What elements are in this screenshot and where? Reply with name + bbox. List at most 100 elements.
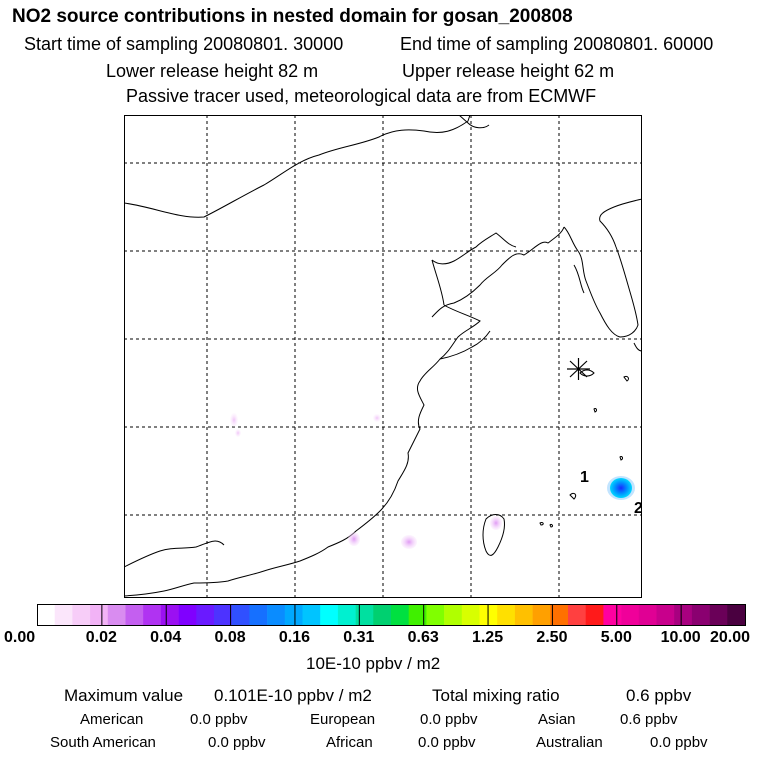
colorbar-swatch: [160, 604, 179, 626]
page-title: NO2 source contributions in nested domai…: [12, 6, 573, 27]
map-frame: [124, 115, 642, 598]
island-small: [623, 376, 629, 382]
colorbar-swatch: [178, 604, 197, 626]
total-mixing-label: Total mixing ratio: [432, 686, 560, 705]
plume-spot: [373, 414, 381, 422]
border-northeast: [458, 115, 490, 129]
island-jeju: [579, 369, 595, 377]
island-taiwan: [482, 514, 505, 556]
colorbar: [37, 604, 746, 631]
colorbar-swatch: [391, 604, 409, 626]
island-small: [569, 492, 577, 500]
max-value: 0.101E-10 ppbv / m2: [214, 686, 372, 705]
colorbar-frame: [37, 604, 746, 626]
colorbar-swatch: [320, 604, 339, 626]
region-name: South American: [50, 734, 156, 751]
colorbar-swatch: [691, 604, 710, 626]
release-upper: Upper release height 62 m: [402, 61, 615, 81]
coast-bohai-west: [431, 259, 445, 306]
map-canvas: 1 2: [124, 115, 642, 598]
colorbar-swatch: [408, 604, 427, 626]
colorbar-swatch: [37, 604, 55, 626]
coast-korea-west-detail: [573, 264, 585, 294]
colorbar-tick-label: 0.08: [214, 629, 246, 646]
colorbar-swatch: [54, 604, 73, 626]
release-lower: Lower release height 82 m: [106, 61, 319, 81]
island-small: [619, 455, 624, 461]
colorbar-tick-label: 20.00: [710, 629, 751, 646]
colorbar-swatch: [90, 604, 109, 626]
plume-spot: [235, 429, 241, 437]
colorbar-swatch: [568, 604, 586, 626]
colorbar-swatch: [284, 604, 303, 626]
colorbar-swatch: [638, 604, 657, 626]
colorbar-swatch: [143, 604, 162, 626]
colorbar-tick-label: 0.63: [407, 629, 439, 646]
region-value: 0.0 ppbv: [420, 711, 478, 728]
colorbar-swatch: [302, 604, 321, 626]
map-label-2: 2: [634, 500, 642, 517]
region-value: 0.0 ppbv: [650, 734, 708, 751]
colorbar-swatch: [107, 604, 126, 626]
coast-shandong: [439, 330, 491, 360]
tracer-note: Passive tracer used, meteorological data…: [126, 86, 597, 106]
plume-spot: [490, 516, 502, 530]
colorbar-swatch: [267, 604, 286, 626]
colorbar-tick-label: 2.50: [536, 629, 568, 646]
colorbar-swatch: [249, 604, 268, 626]
sampling-end: End time of sampling 20080801. 60000: [400, 34, 714, 54]
colorbar-swatch: [497, 604, 516, 626]
colorbar-swatch: [214, 604, 232, 626]
colorbar-unit: 10E-10 ppbv / m2: [306, 654, 441, 673]
region-name: Asian: [538, 711, 576, 728]
region-value: 0.0 ppbv: [190, 711, 248, 728]
colorbar-tick-label: 0.16: [278, 629, 311, 646]
colorbar-swatch: [355, 604, 374, 626]
colorbar-swatch: [444, 604, 463, 626]
region-name: American: [80, 711, 144, 728]
lat-lon-grid: [124, 115, 642, 598]
colorbar-swatch: [550, 604, 569, 626]
coast-japan: [633, 342, 642, 352]
colorbar-tick-label: 0.02: [85, 629, 117, 646]
region-value: 0.0 ppbv: [418, 734, 476, 751]
colorbar-tick-label: 5.00: [600, 629, 632, 646]
colorbar-swatch: [426, 604, 445, 626]
region-name: Australian: [536, 734, 603, 751]
colorbar-swatch: [337, 604, 356, 626]
sampling-start: Start time of sampling 20080801. 30000: [24, 34, 344, 54]
colorbar-swatch: [709, 604, 728, 626]
colorbar-swatch: [514, 604, 533, 626]
colorbar-swatch: [621, 604, 640, 626]
colorbar-tick-label: 0.04: [150, 629, 182, 646]
colorbar-tick-label: 10.00: [660, 629, 701, 646]
colorbar-swatch: [196, 604, 215, 626]
colorbar-swatch: [373, 604, 392, 626]
plume-spot: [348, 532, 360, 546]
colorbar-swatch: [656, 604, 675, 626]
map-panel: 1 2: [124, 115, 642, 598]
total-mixing-value: 0.6 ppbv: [626, 686, 692, 705]
coast-bohai: [431, 226, 565, 318]
region-name: African: [326, 734, 373, 751]
plume-spot: [230, 413, 238, 427]
map-label-1: 1: [580, 469, 589, 486]
colorbar-swatch: [125, 604, 144, 626]
colorbar-swatch: [674, 604, 693, 626]
colorbar-tick-label: 0.00: [4, 629, 36, 646]
colorbar-swatch: [231, 604, 250, 626]
colorbar-tick-label: 1.25: [471, 629, 504, 646]
colorbar-tick-label: 0.31: [343, 629, 375, 646]
coast-china-east-south: [124, 304, 481, 597]
plume-hotspot: [610, 478, 632, 498]
coast-korea: [563, 198, 642, 338]
colorbar-swatch: [585, 604, 604, 626]
colorbar-swatch: [603, 604, 622, 626]
region-value: 0.6 ppbv: [620, 711, 678, 728]
colorbar-svg: [37, 604, 746, 626]
colorbar-swatch: [461, 604, 480, 626]
colorbar-swatch: [727, 604, 746, 626]
colorbar-swatch: [72, 604, 91, 626]
receptor-star-icon: [567, 358, 590, 380]
max-value-label: Maximum value: [64, 686, 184, 705]
